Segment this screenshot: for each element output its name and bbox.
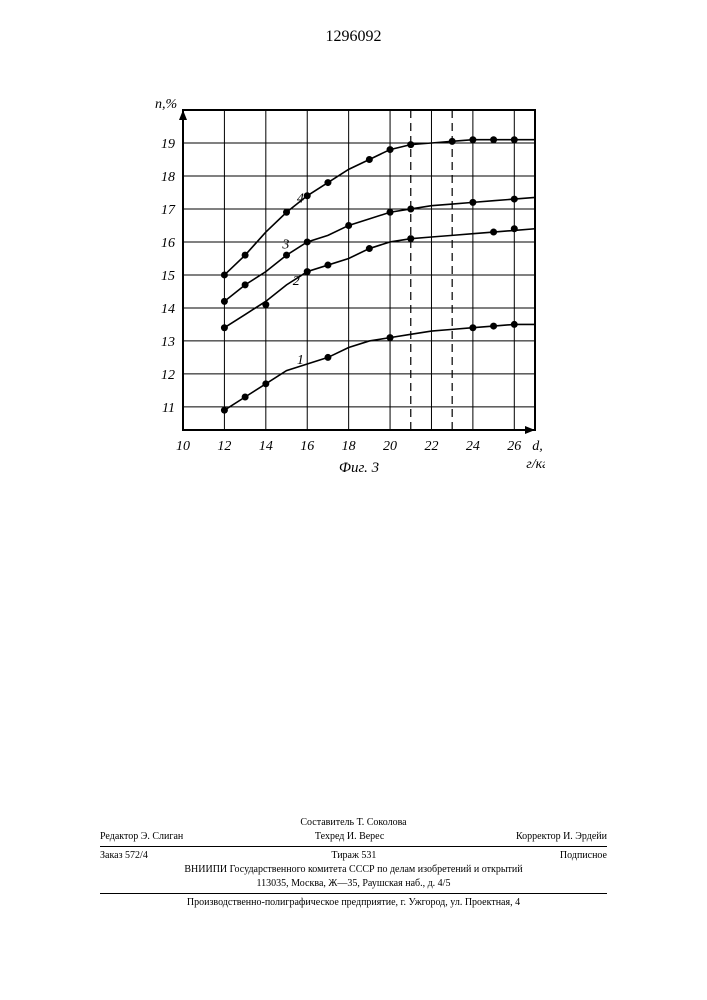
footer-org1: ВНИИПИ Государственного комитета СССР по…: [100, 863, 607, 877]
svg-text:19: 19: [161, 137, 175, 152]
svg-text:18: 18: [342, 439, 356, 454]
chart-figure-3: 1234111213141516171819101214161820222426…: [125, 90, 545, 490]
svg-text:24: 24: [466, 439, 480, 454]
svg-text:26: 26: [507, 439, 521, 454]
page-number: 1296092: [326, 28, 382, 46]
svg-text:14: 14: [161, 302, 175, 317]
svg-text:12: 12: [161, 368, 175, 383]
footer-techred: Техред И. Верес: [315, 830, 384, 844]
svg-text:n,%: n,%: [155, 97, 177, 112]
svg-text:г/кг: г/кг: [526, 457, 545, 472]
svg-text:1: 1: [297, 353, 304, 368]
footer-order: Заказ 572/4: [100, 849, 148, 863]
svg-text:Фиг. 3: Фиг. 3: [339, 460, 379, 476]
footer-editor: Редактор Э. Слиган: [100, 830, 183, 844]
svg-text:14: 14: [259, 439, 273, 454]
svg-text:10: 10: [176, 439, 190, 454]
footer-corrector: Корректор И. Эрдейи: [516, 830, 607, 844]
footer-compiler: Составитель Т. Соколова: [100, 816, 607, 830]
svg-text:4: 4: [297, 191, 304, 206]
svg-text:11: 11: [162, 401, 175, 416]
svg-text:13: 13: [161, 335, 175, 350]
svg-text:d,: d,: [532, 439, 543, 454]
footer-subscription: Подписное: [560, 849, 607, 863]
svg-text:17: 17: [161, 203, 176, 218]
svg-text:16: 16: [300, 439, 314, 454]
svg-text:20: 20: [383, 439, 397, 454]
svg-text:15: 15: [161, 269, 175, 284]
footer-tirage: Тираж 531: [331, 849, 376, 863]
footer-org2: 113035, Москва, Ж—35, Раушская наб., д. …: [100, 877, 607, 891]
svg-text:16: 16: [161, 236, 175, 251]
svg-text:22: 22: [424, 439, 438, 454]
svg-text:18: 18: [161, 170, 175, 185]
chart-svg: 1234111213141516171819101214161820222426…: [125, 90, 545, 490]
footer-prod: Производственно-полиграфическое предприя…: [100, 896, 607, 910]
svg-text:3: 3: [281, 238, 289, 253]
svg-text:2: 2: [293, 274, 300, 289]
svg-text:12: 12: [217, 439, 231, 454]
footer-block: Составитель Т. Соколова Редактор Э. Слиг…: [100, 816, 607, 910]
